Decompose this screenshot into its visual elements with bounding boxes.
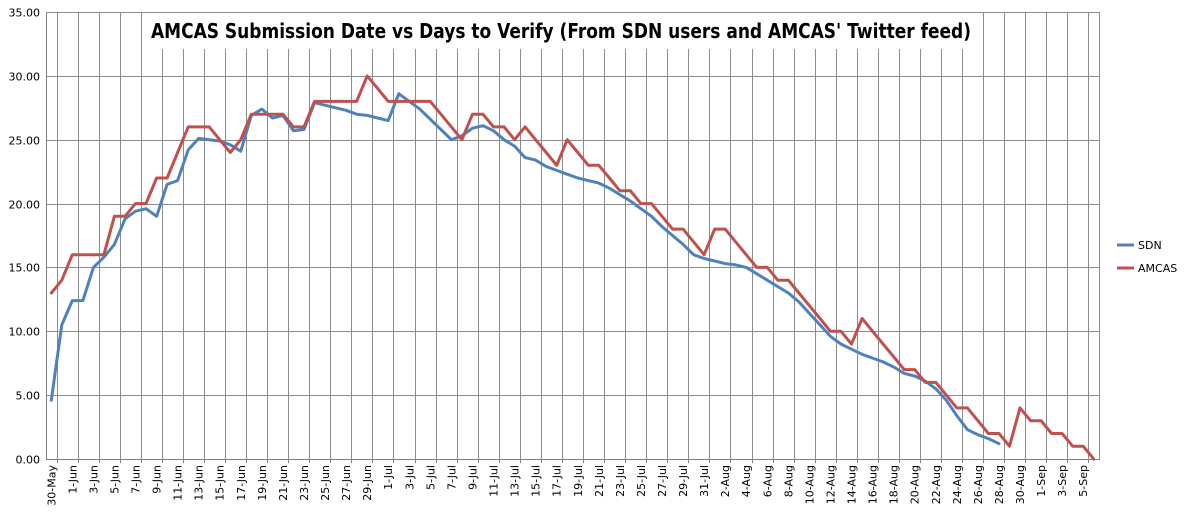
gridlines bbox=[46, 12, 1099, 459]
x-tick-label: 29-Jul bbox=[677, 465, 690, 497]
x-tick-label: 14-Aug bbox=[846, 465, 859, 504]
x-tick-label: 9-Jul bbox=[467, 465, 480, 490]
x-tick-label: 17-Jun bbox=[235, 465, 248, 501]
x-tick-label: 3-Sep bbox=[1056, 465, 1069, 497]
y-tick-label: 0.00 bbox=[16, 454, 41, 467]
x-tick-label: 23-Jul bbox=[614, 465, 627, 497]
x-tick-label: 4-Aug bbox=[740, 465, 753, 497]
x-tick-label: 23-Jun bbox=[298, 465, 311, 501]
x-tick-label: 24-Aug bbox=[951, 465, 964, 504]
x-tick-label: 22-Aug bbox=[930, 465, 943, 504]
x-tick-label: 28-Aug bbox=[993, 465, 1006, 504]
x-tick-label: 25-Jun bbox=[319, 465, 332, 501]
x-tick-label: 20-Aug bbox=[909, 465, 922, 504]
x-tick-label: 5-Jul bbox=[424, 465, 437, 490]
x-tick-label: 15-Jun bbox=[214, 465, 227, 501]
y-tick-label: 5.00 bbox=[16, 390, 41, 403]
y-tick-label: 15.00 bbox=[9, 262, 41, 275]
x-tick-label: 13-Jul bbox=[509, 465, 522, 497]
x-tick-label: 5-Sep bbox=[1077, 465, 1090, 497]
legend-label-sdn: SDN bbox=[1138, 239, 1162, 252]
x-tick-label: 25-Jul bbox=[635, 465, 648, 497]
x-tick-label: 18-Aug bbox=[888, 465, 901, 504]
x-tick-label: 8-Aug bbox=[782, 465, 795, 497]
x-tick-label: 10-Aug bbox=[803, 465, 816, 504]
y-tick-label: 30.00 bbox=[9, 71, 41, 84]
title-background bbox=[145, 13, 977, 49]
y-tick-label: 35.00 bbox=[9, 7, 41, 20]
x-tick-label: 17-Jul bbox=[551, 465, 564, 497]
legend: SDN AMCAS bbox=[1117, 239, 1177, 275]
y-axis-tick-labels: 0.00 5.00 10.00 15.00 20.00 25.00 30.00 35.00 bbox=[9, 7, 41, 467]
series-line-sdn bbox=[49, 92, 1001, 446]
x-tick-label: 12-Aug bbox=[825, 465, 838, 504]
y-tick-label: 25.00 bbox=[9, 135, 41, 148]
legend-label-amcas: AMCAS bbox=[1138, 262, 1177, 275]
x-tick-label: 27-Jul bbox=[656, 465, 669, 497]
x-tick-label: 16-Aug bbox=[867, 465, 880, 504]
x-tick-label: 13-Jun bbox=[193, 465, 206, 501]
x-tick-label: 11-Jul bbox=[488, 465, 501, 497]
x-tick-label: 30-Aug bbox=[1014, 465, 1027, 504]
x-tick-label: 11-Jun bbox=[172, 465, 185, 501]
axes bbox=[46, 12, 1100, 463]
x-tick-label: 21-Jul bbox=[593, 465, 606, 497]
x-tick-label: 1-Jun bbox=[66, 465, 79, 494]
x-tick-label: 27-Jun bbox=[340, 465, 353, 501]
x-tick-label: 31-Jul bbox=[698, 465, 711, 497]
x-tick-label: 6-Aug bbox=[761, 465, 774, 497]
x-tick-label: 30-May bbox=[45, 465, 58, 506]
x-tick-label: 21-Jun bbox=[277, 465, 290, 501]
x-tick-label: 3-Jun bbox=[87, 465, 100, 494]
x-tick-label: 19-Jul bbox=[572, 465, 585, 497]
series-line-amcas bbox=[49, 74, 1096, 461]
x-tick-label: 15-Jul bbox=[530, 465, 543, 497]
x-tick-label: 7-Jul bbox=[445, 465, 458, 490]
chart-title: AMCAS Submission Date vs Days to Verify … bbox=[151, 19, 971, 43]
x-axis-tick-labels: 30-May 1-Jun 3-Jun 5-Jun 7-Jun 9-Jun 11-Jun 13-… bbox=[45, 465, 1090, 506]
x-tick-label: 26-Aug bbox=[972, 465, 985, 504]
x-tick-label: 9-Jun bbox=[151, 465, 164, 494]
x-tick-label: 5-Jun bbox=[108, 465, 121, 494]
x-tick-label: 1-Sep bbox=[1035, 465, 1048, 497]
x-tick-label: 19-Jun bbox=[256, 465, 269, 501]
series-lines bbox=[49, 74, 1096, 461]
y-tick-label: 20.00 bbox=[9, 199, 41, 212]
x-tick-label: 1-Jul bbox=[382, 465, 395, 490]
x-tick-label: 7-Jun bbox=[130, 465, 143, 494]
x-tick-label: 2-Aug bbox=[719, 465, 732, 497]
x-tick-label: 29-Jun bbox=[361, 465, 374, 501]
y-tick-label: 10.00 bbox=[9, 326, 41, 339]
x-tick-label: 3-Jul bbox=[403, 465, 416, 490]
